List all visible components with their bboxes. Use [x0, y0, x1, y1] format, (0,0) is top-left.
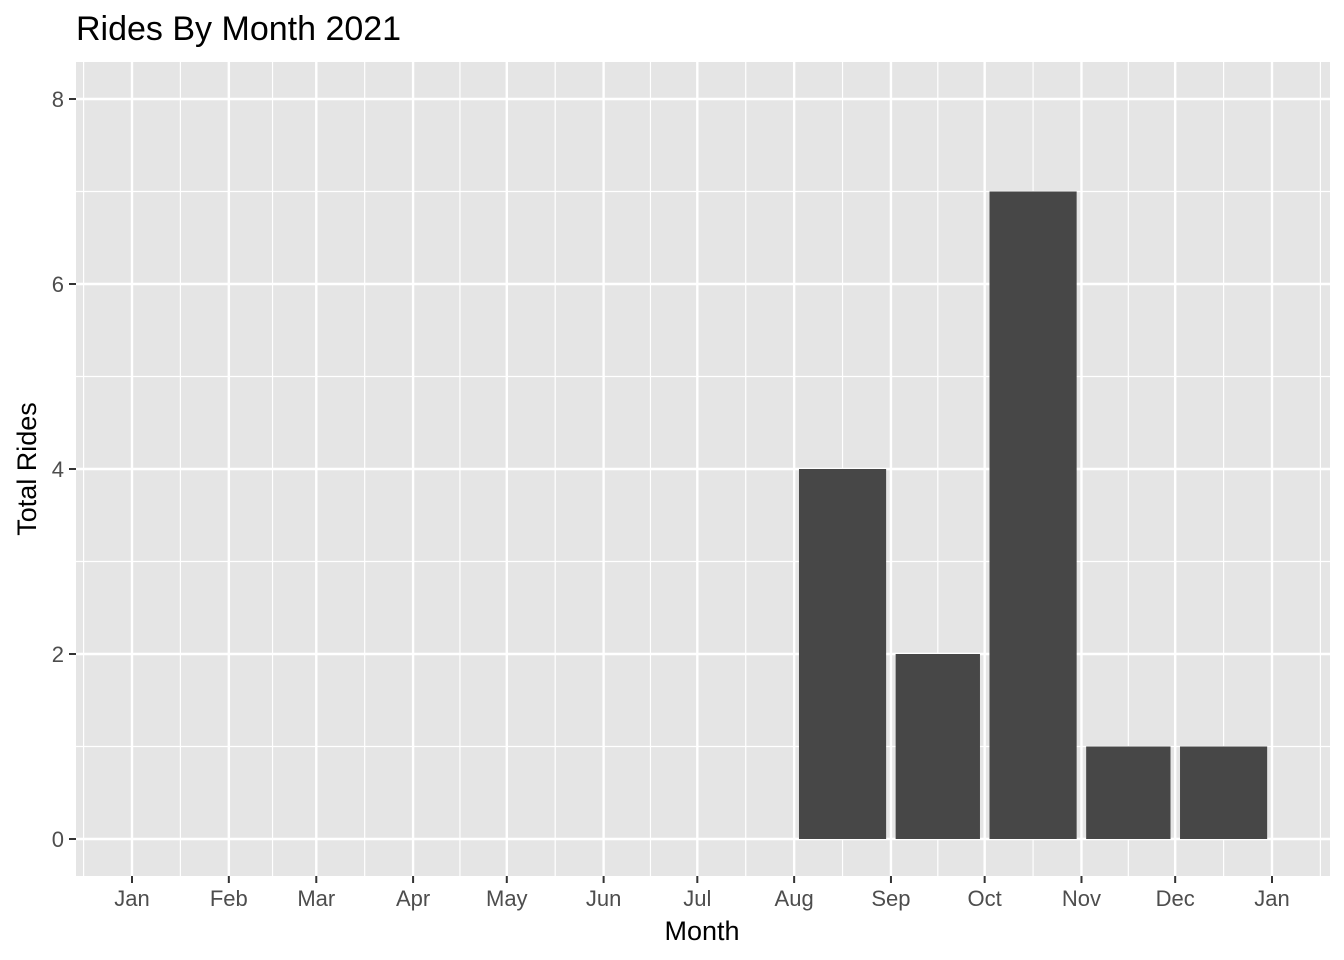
y-tick-label: 6 [52, 272, 64, 297]
x-tick-label: Nov [1062, 886, 1101, 911]
x-tick-label: Jul [683, 886, 711, 911]
bar-2021-08 [798, 469, 887, 839]
y-tick-label: 8 [52, 87, 64, 112]
y-axis: 0 2 4 6 8 [52, 87, 76, 852]
x-tick-label: Aug [775, 886, 814, 911]
x-tick-label: Jun [586, 886, 621, 911]
x-tick-label: Sep [871, 886, 910, 911]
chart-title: Rides By Month 2021 [76, 10, 401, 48]
x-tick-label: Apr [396, 886, 430, 911]
bar-2021-12 [1180, 746, 1268, 839]
y-tick-label: 0 [52, 827, 64, 852]
y-tick-label: 2 [52, 642, 64, 667]
x-tick-label: Jan [1254, 886, 1289, 911]
x-tick-label: Dec [1156, 886, 1195, 911]
x-tick-label: Feb [210, 886, 248, 911]
y-tick-label: 4 [52, 457, 64, 482]
y-axis-title: Total Rides [12, 402, 42, 536]
bar-2021-11 [1086, 746, 1171, 839]
x-tick-label: Jan [114, 886, 149, 911]
bar-2021-10 [989, 191, 1077, 839]
x-axis: Jan Feb Mar Apr May Jun Jul Aug Sep Oct Nov Dec Jan [114, 876, 1290, 911]
bar-2021-09 [895, 654, 980, 839]
x-axis-title: Month [664, 916, 739, 946]
bars [798, 191, 1268, 839]
x-tick-label: May [486, 886, 528, 911]
x-tick-label: Mar [297, 886, 335, 911]
x-tick-label: Oct [968, 886, 1002, 911]
